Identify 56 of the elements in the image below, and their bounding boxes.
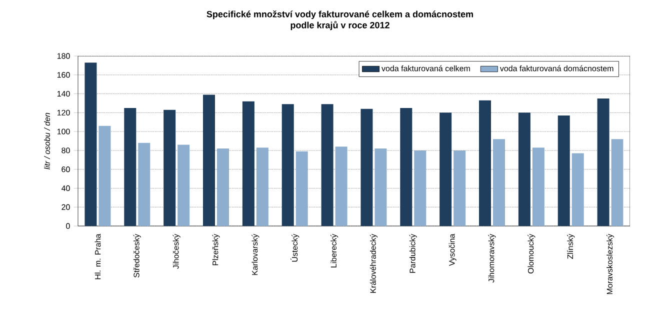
bar: [479, 100, 492, 226]
x-tick-label: Středočeský: [133, 234, 141, 278]
bar: [440, 112, 452, 226]
bar: [242, 101, 254, 226]
bar: [454, 150, 466, 226]
bar: [164, 110, 176, 226]
legend-label: voda fakturovaná domácnostem: [500, 65, 614, 72]
bar: [335, 146, 348, 226]
bar: [374, 148, 387, 226]
bar: [360, 108, 373, 226]
bar: [321, 104, 334, 226]
bar: [493, 139, 506, 226]
legend-label: voda fakturovaná celkem: [382, 65, 470, 72]
bar: [597, 98, 610, 226]
chart-title: Specifické množství vody fakturované celkem a domácnostem podle krajů v roce 2012: [206, 10, 473, 30]
bar: [572, 153, 584, 226]
bar: [98, 126, 111, 226]
bar: [532, 148, 544, 226]
y-tick-label: 20: [62, 204, 70, 210]
bar: [124, 108, 136, 226]
y-tick-label: 0: [66, 223, 70, 229]
x-tick-label: Hl. m. Praha: [94, 234, 101, 280]
y-tick-label: 160: [57, 72, 70, 78]
bar: [178, 144, 190, 226]
bar: [282, 104, 294, 226]
x-tick-label: Královéhradecký: [370, 234, 378, 293]
bar: [414, 150, 426, 226]
bar: [296, 151, 308, 226]
bar: [256, 148, 268, 226]
x-tick-label: Zlínský: [567, 234, 575, 259]
x-tick-label: Liberecký: [330, 234, 338, 268]
bar: [558, 116, 570, 226]
y-tick-label: 140: [57, 90, 70, 97]
bar: [400, 108, 412, 226]
y-tick-label: 180: [57, 53, 70, 59]
bar: [518, 112, 530, 226]
x-tick-label: Jihočeský: [172, 234, 180, 269]
y-tick-label: 40: [61, 185, 70, 192]
x-tick-label: Vysočina: [448, 234, 456, 266]
x-tick-label: Olomoucký: [528, 234, 536, 274]
bar: [203, 94, 216, 226]
bar: [611, 139, 624, 226]
x-tick-label: Jihomoravský: [488, 234, 496, 283]
y-tick-label: 120: [57, 110, 70, 116]
bar: [138, 142, 150, 226]
x-tick-label: Pardubický: [409, 234, 417, 273]
y-tick-label: 100: [57, 128, 70, 134]
y-tick-label: 60: [62, 166, 70, 172]
y-axis-title: litr / osobu / den: [44, 112, 50, 170]
x-tick-label: Moravskoslezský: [606, 234, 614, 294]
x-tick-label: Karlovarský: [252, 234, 260, 275]
y-tick-label: 80: [62, 148, 70, 154]
bar: [217, 148, 230, 226]
bar: [84, 62, 97, 226]
x-tick-label: Ústecký: [290, 234, 300, 262]
x-tick-label: Plzeňský: [212, 234, 220, 266]
